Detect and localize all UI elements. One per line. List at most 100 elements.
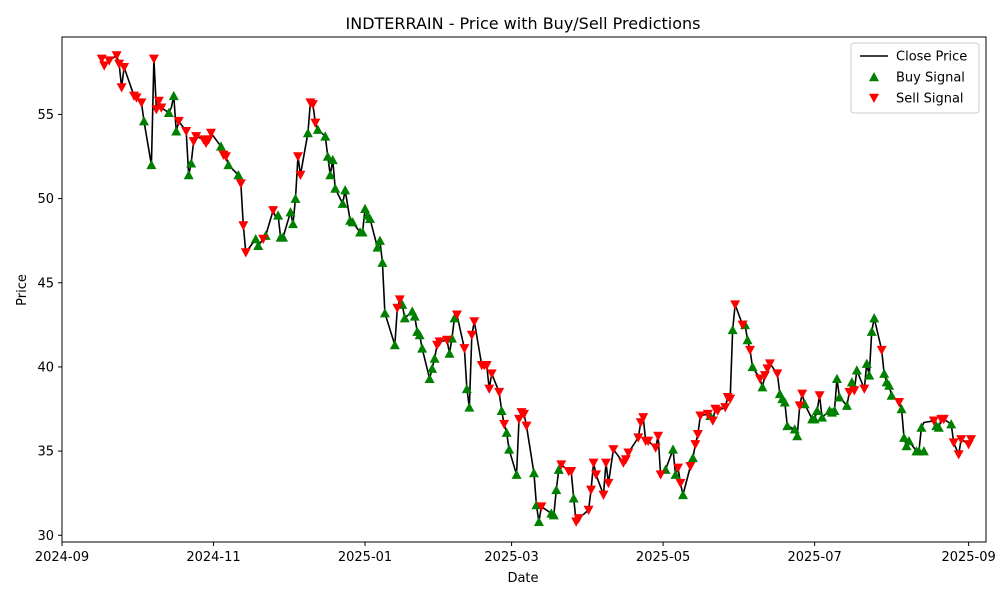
- sell-signal-marker: [876, 345, 887, 356]
- buy-signal-marker: [290, 193, 301, 203]
- buy-signal-marker: [233, 170, 244, 180]
- buy-signal-marker: [357, 227, 368, 237]
- legend-label: Buy Signal: [896, 71, 965, 86]
- buy-signal-marker: [464, 402, 475, 412]
- sell-signal-marker: [695, 411, 706, 421]
- sell-signal-marker: [104, 56, 115, 66]
- buy-signal-marker: [727, 324, 738, 335]
- buy-signal-marker: [864, 370, 875, 380]
- buy-signal-marker: [504, 444, 515, 454]
- buy-signal-marker: [461, 383, 472, 394]
- buy-signal-marker: [831, 373, 842, 383]
- sell-signal-marker: [583, 505, 594, 516]
- axes: 2024-09 2024-11 2025-01 2025-03 2025-05 2025-…: [35, 36, 996, 565]
- x-tick-label: 2025-03: [484, 550, 538, 565]
- sell-signal-marker: [859, 384, 870, 394]
- x-tick-label: 2025-01: [338, 550, 392, 565]
- y-tick-label: 50: [37, 192, 54, 207]
- buy-signal-marker: [916, 422, 927, 432]
- buy-signal-marker: [779, 397, 790, 407]
- sell-signal-marker: [772, 369, 783, 379]
- sell-signal-marker: [745, 345, 756, 356]
- sell-signal-marker: [451, 310, 462, 320]
- y-tick-label: 40: [37, 360, 54, 375]
- sell-signal-marker: [673, 463, 683, 473]
- sell-signal-marker: [153, 96, 164, 106]
- sell-signal-marker: [469, 317, 480, 327]
- buy-signal-marker: [829, 405, 840, 415]
- sell-signal-marker: [685, 462, 696, 472]
- sell-signal-marker: [814, 391, 825, 401]
- sell-signal-marker: [99, 61, 110, 71]
- buy-signal-marker: [896, 404, 907, 414]
- sell-signal-marker: [956, 435, 967, 445]
- buy-signal-marker: [409, 311, 420, 321]
- buy-signal-marker: [511, 469, 522, 479]
- legend-sell-swatch: [869, 93, 879, 103]
- buy-signal-marker: [330, 183, 341, 193]
- y-tick-label: 55: [37, 108, 54, 123]
- buy-signal-marker: [846, 377, 857, 387]
- sell-signal-marker: [638, 413, 649, 423]
- buy-signal-marker: [841, 400, 852, 410]
- sell-signal-marker: [156, 103, 167, 113]
- sell-signal-marker: [481, 361, 492, 371]
- sell-signal-marker: [394, 295, 405, 305]
- sell-signal-marker: [494, 387, 505, 398]
- sell-signal-marker: [181, 127, 192, 137]
- buy-signal-marker: [424, 373, 435, 383]
- sell-signal-marker: [238, 221, 249, 231]
- sell-signal-marker: [894, 398, 905, 408]
- buy-signal-marker: [677, 489, 688, 500]
- sell-signal-marker: [521, 421, 532, 431]
- buy-signal-marker: [168, 90, 179, 101]
- buy-signal-marker: [886, 390, 897, 400]
- sell-signal-marker: [148, 54, 159, 64]
- sell-signal-marker: [556, 460, 567, 470]
- buy-signal-marker: [568, 493, 579, 503]
- sell-signal-marker: [737, 320, 748, 330]
- sell-signal-marker: [794, 401, 805, 411]
- buy-signal-marker: [253, 240, 264, 250]
- sell-signal-marker: [623, 448, 634, 458]
- buy-signal-marker: [782, 420, 793, 431]
- legend: Close Price Buy Signal Sell Signal: [850, 42, 980, 114]
- sell-signal-marker: [459, 344, 470, 354]
- buy-signal-marker: [325, 170, 336, 180]
- buy-signal-marker: [444, 348, 455, 358]
- buy-signal-marker: [946, 419, 957, 429]
- sell-signal-marker: [566, 467, 577, 477]
- buy-signal-marker: [429, 353, 440, 363]
- legend-label: Close Price: [896, 50, 967, 65]
- buy-signal-marker: [374, 235, 385, 245]
- buy-signal-marker: [379, 308, 390, 318]
- buy-signal-marker: [163, 107, 174, 117]
- buy-signal-marker: [312, 124, 323, 134]
- sell-signal-marker: [938, 414, 949, 425]
- buy-signal-marker: [377, 257, 388, 267]
- sell-signal-marker: [111, 51, 122, 61]
- legend-box: [850, 42, 980, 114]
- sell-signal-marker: [392, 303, 403, 314]
- sell-signal-marker: [712, 406, 723, 416]
- y-axis-label: Price: [15, 274, 30, 306]
- buy-signal-marker: [322, 151, 333, 161]
- x-tick-label: 2025-09: [941, 550, 995, 565]
- buy-signal-marker: [302, 127, 313, 138]
- buy-signal-marker: [899, 432, 910, 442]
- sell-signal-marker: [536, 502, 547, 512]
- sell-signal-marker: [653, 431, 664, 441]
- sell-signal-marker: [754, 374, 765, 384]
- buy-signal-marker: [747, 361, 758, 372]
- sell-signal-marker: [797, 389, 808, 399]
- sell-signal-marker: [690, 440, 701, 450]
- plot-area: [96, 51, 977, 527]
- buy-signal-marker: [904, 436, 914, 446]
- buy-signal-marker: [817, 412, 828, 422]
- buy-signal-marker: [327, 154, 338, 165]
- buy-signal-marker: [866, 326, 877, 336]
- sell-signal-marker: [707, 416, 718, 426]
- buy-signal-marker: [288, 218, 298, 229]
- x-tick-label: 2024-11: [186, 550, 240, 565]
